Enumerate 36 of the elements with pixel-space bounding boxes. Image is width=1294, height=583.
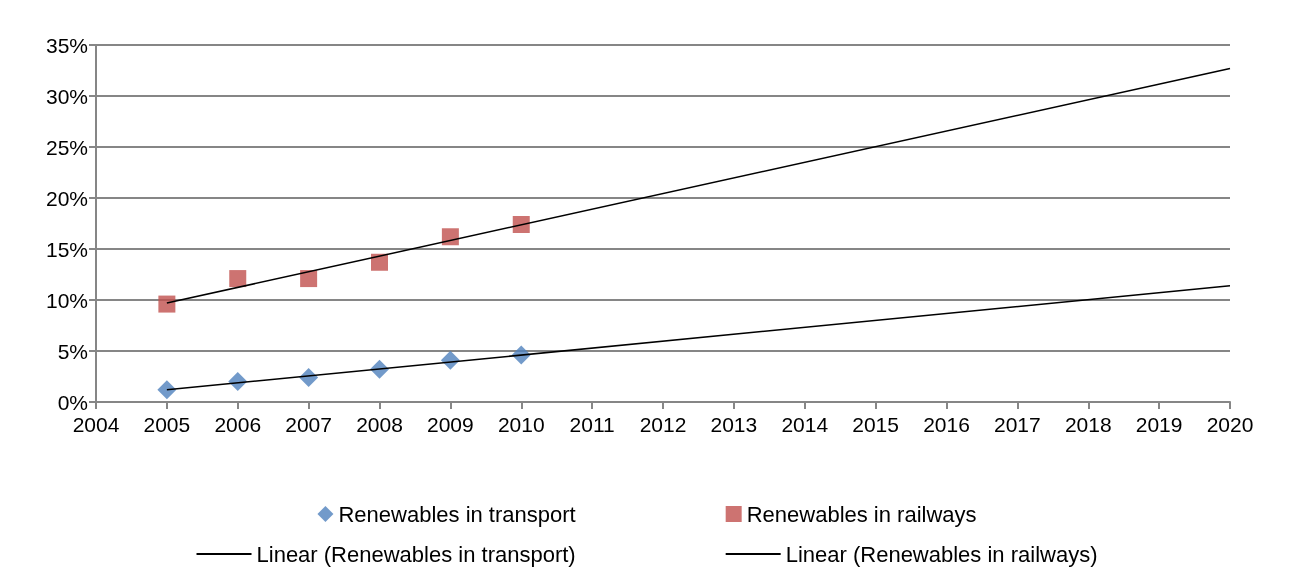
y-tick-label: 10%: [45, 288, 88, 312]
x-tick-label: 2017: [994, 413, 1041, 436]
x-tick-label: 2008: [356, 413, 403, 436]
point: [512, 216, 530, 234]
x-tick-label: 2011: [569, 413, 615, 436]
x-tick-label: 2010: [497, 413, 545, 436]
x-tick-label: 2007: [285, 413, 332, 436]
y-tick-label: 20%: [45, 186, 88, 210]
point: [157, 380, 177, 400]
legend-label: Renewables in railways: [746, 501, 977, 527]
point: [371, 253, 388, 271]
point: [229, 270, 247, 288]
y-tick-label: 25%: [45, 135, 88, 159]
x-tick-label: 2004: [72, 413, 120, 436]
legend-label: Linear (Renewables in transport): [256, 541, 576, 567]
y-tick-label: 35%: [45, 33, 88, 57]
x-tick-label: 2014: [781, 413, 829, 436]
y-tick-label: 5%: [57, 339, 88, 363]
x-tick-label: 2009: [427, 413, 474, 436]
x-tick-label: 2019: [1135, 413, 1183, 436]
y-tick-label: 15%: [45, 237, 88, 261]
x-tick-label: 2018: [1064, 413, 1112, 436]
x-tick-label: 2005: [143, 413, 191, 436]
y-tick-label: 0%: [57, 390, 88, 414]
y-tick-label: 30%: [45, 84, 88, 108]
x-tick-label: 2016: [923, 413, 970, 436]
x-tick-label: 2013: [710, 413, 758, 436]
x-tick-label: 2006: [214, 413, 262, 436]
point: [158, 295, 176, 313]
x-tick-label: 2012: [639, 413, 687, 436]
point: [441, 228, 459, 246]
legend-label: Renewables in transport: [338, 501, 576, 527]
point: [300, 270, 318, 288]
legend-label: Linear (Renewables in railways): [785, 541, 1098, 567]
x-tick-label: 2020: [1206, 413, 1254, 436]
x-tick-label: 2015: [852, 413, 899, 436]
